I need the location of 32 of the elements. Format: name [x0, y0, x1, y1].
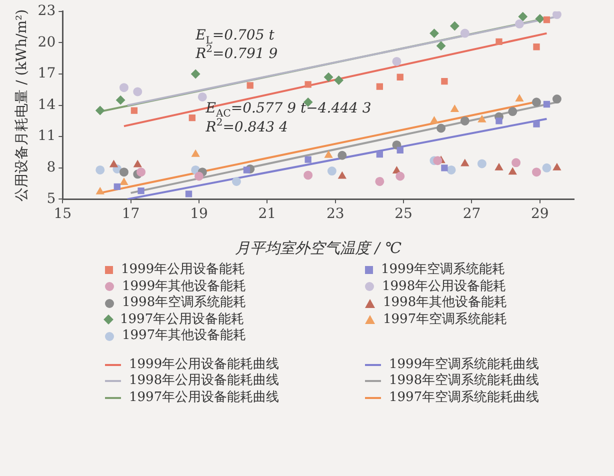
x-tick-label: 21: [258, 206, 276, 222]
legend-label: 1998年公用设备能耗曲线: [129, 373, 280, 390]
x-tick-label: 27: [462, 206, 481, 222]
legend-label: 1998年空调系统能耗: [122, 295, 246, 312]
x-axis-title: 月平均室外空气温度 / ℃: [235, 238, 402, 257]
y-tick-label: 5: [46, 190, 56, 207]
x-tick-label: 29: [530, 206, 549, 222]
legend-label: 1999年空调系统能耗曲线: [389, 356, 540, 373]
y-tick-label: 20: [38, 34, 56, 50]
x-tick-label: 15: [54, 206, 72, 222]
legend-label: 1999年公用设备能耗: [121, 262, 246, 278]
legend-label: 1997年公用设备能耗: [120, 312, 244, 328]
y-tick-label: 17: [38, 66, 56, 82]
y-tick-label: 11: [38, 128, 56, 144]
x-tick-label: 23: [326, 206, 344, 222]
x-tick-label: 17: [122, 206, 140, 222]
legend-label: 1999年其他设备能耗: [122, 278, 246, 295]
legend-label: 1998年空调系统能耗曲线: [389, 373, 540, 390]
legend-label: 1999年空调系统能耗: [381, 262, 506, 278]
x-tick-label: 19: [190, 206, 208, 222]
legend-label: 1998年公用设备能耗: [382, 278, 506, 295]
y-axis-title: 公用设备月耗电量 / (kWh/m²): [14, 9, 30, 202]
y-tick-label: 8: [46, 160, 56, 176]
legend-label: 1997年其他设备能耗: [122, 328, 246, 344]
x-tick-label: 25: [394, 206, 412, 222]
legend-label: 1997年空调系统能耗曲线: [389, 390, 540, 406]
legend-label: 1998年其他设备能耗: [383, 295, 508, 312]
y-tick-label: 23: [38, 3, 56, 20]
y-tick-label: 14: [38, 96, 56, 113]
legend-label: 1997年公用设备能耗曲线: [129, 390, 280, 406]
legend-label: 1999年公用设备能耗曲线: [129, 356, 280, 373]
legend-label: 1997年空调系统能耗: [383, 312, 508, 328]
